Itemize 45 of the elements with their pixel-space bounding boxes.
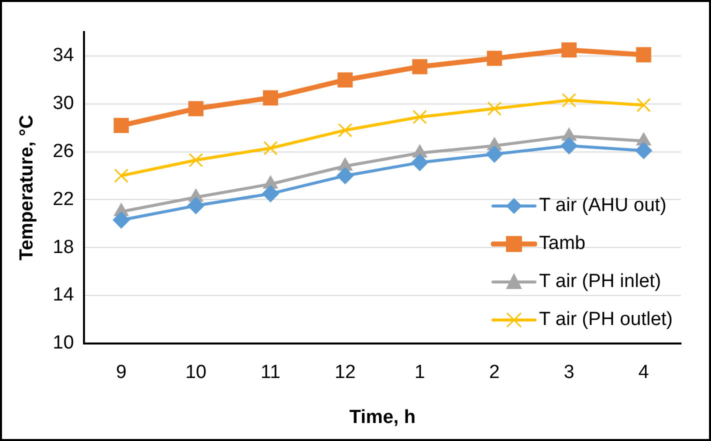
point <box>338 72 353 88</box>
point <box>636 47 652 62</box>
legend-label: Tamb <box>539 233 586 256</box>
legend-label: T air (PH outlet) <box>539 309 673 332</box>
point <box>114 118 129 133</box>
point <box>188 101 204 116</box>
point <box>635 142 652 160</box>
point <box>561 42 577 58</box>
point <box>412 59 428 74</box>
point <box>636 98 651 112</box>
y-tick-label: 14 <box>52 284 74 306</box>
x-tick-label: 10 <box>185 362 206 384</box>
x-tick-label: 11 <box>260 362 280 384</box>
y-tick-label: 18 <box>52 236 74 258</box>
point <box>114 168 128 183</box>
y-tick-label: 30 <box>52 93 74 114</box>
point <box>486 146 503 163</box>
point <box>263 141 278 156</box>
x-tick-label: 4 <box>638 362 650 384</box>
y-tick-label: 34 <box>52 45 74 66</box>
x-tick-label: 9 <box>116 362 127 384</box>
y-tick-label: 26 <box>52 141 74 162</box>
x-tick-label: 2 <box>489 362 500 384</box>
x-tick-label: 3 <box>564 362 574 384</box>
point <box>188 153 203 168</box>
point <box>411 154 428 172</box>
point <box>412 110 427 124</box>
y-tick-label: 22 <box>52 188 74 210</box>
point <box>187 197 204 214</box>
legend-label: T air (AHU out) <box>539 195 666 218</box>
point <box>336 167 354 184</box>
legend-label: T air (PH inlet) <box>539 271 662 294</box>
point <box>112 212 130 229</box>
point <box>487 102 502 116</box>
x-axis-title: Time, h <box>349 406 416 428</box>
point <box>560 137 578 154</box>
point <box>562 93 576 108</box>
x-tick-label: 1 <box>414 362 426 384</box>
y-axis-title: Temperature, °C <box>16 114 38 260</box>
point <box>338 123 352 138</box>
y-tick-label: 10 <box>52 332 74 354</box>
x-tick-label: 12 <box>334 362 356 384</box>
point <box>262 185 280 202</box>
point <box>486 50 502 66</box>
point <box>262 90 278 106</box>
